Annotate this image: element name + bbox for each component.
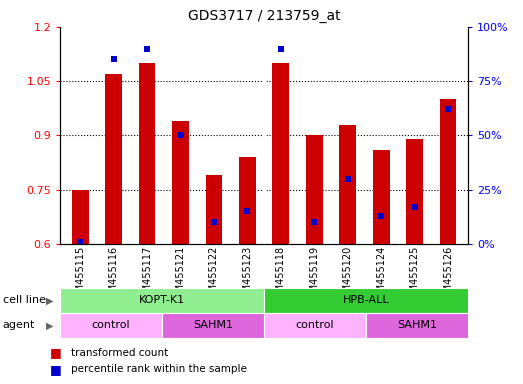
Bar bbox=[264, 313, 366, 338]
Text: GSM455117: GSM455117 bbox=[142, 246, 152, 305]
Text: ■: ■ bbox=[50, 346, 61, 359]
Bar bbox=[373, 150, 390, 244]
Bar bbox=[339, 124, 356, 244]
Bar bbox=[406, 139, 423, 244]
Text: GSM455119: GSM455119 bbox=[309, 246, 319, 305]
Bar bbox=[264, 288, 468, 313]
Text: GSM455118: GSM455118 bbox=[276, 246, 286, 305]
Bar bbox=[139, 63, 155, 244]
Bar bbox=[272, 63, 289, 244]
Text: SAHM1: SAHM1 bbox=[193, 320, 233, 331]
Text: GSM455123: GSM455123 bbox=[242, 246, 253, 305]
Text: GSM455121: GSM455121 bbox=[176, 246, 186, 305]
Text: control: control bbox=[92, 320, 130, 331]
Bar bbox=[105, 74, 122, 244]
Text: SAHM1: SAHM1 bbox=[397, 320, 437, 331]
Text: GSM455125: GSM455125 bbox=[410, 246, 419, 305]
Bar bbox=[60, 288, 264, 313]
Bar bbox=[306, 136, 323, 244]
Text: agent: agent bbox=[3, 320, 35, 331]
Text: KOPT-K1: KOPT-K1 bbox=[139, 295, 185, 306]
Text: control: control bbox=[296, 320, 334, 331]
Bar bbox=[366, 313, 468, 338]
Text: cell line: cell line bbox=[3, 295, 46, 306]
Text: GSM455120: GSM455120 bbox=[343, 246, 353, 305]
Bar bbox=[60, 313, 162, 338]
Bar bbox=[206, 175, 222, 244]
Bar bbox=[440, 99, 457, 244]
Text: percentile rank within the sample: percentile rank within the sample bbox=[71, 364, 246, 374]
Text: GSM455126: GSM455126 bbox=[443, 246, 453, 305]
Title: GDS3717 / 213759_at: GDS3717 / 213759_at bbox=[188, 9, 340, 23]
Bar bbox=[172, 121, 189, 244]
Bar bbox=[162, 313, 264, 338]
Text: GSM455116: GSM455116 bbox=[109, 246, 119, 305]
Text: ▶: ▶ bbox=[46, 295, 53, 306]
Text: ▶: ▶ bbox=[46, 320, 53, 331]
Text: transformed count: transformed count bbox=[71, 348, 168, 358]
Bar bbox=[239, 157, 256, 244]
Text: HPB-ALL: HPB-ALL bbox=[343, 295, 390, 306]
Text: GSM455115: GSM455115 bbox=[75, 246, 85, 305]
Text: ■: ■ bbox=[50, 363, 61, 376]
Text: GSM455122: GSM455122 bbox=[209, 246, 219, 305]
Text: GSM455124: GSM455124 bbox=[376, 246, 386, 305]
Bar bbox=[72, 190, 88, 244]
